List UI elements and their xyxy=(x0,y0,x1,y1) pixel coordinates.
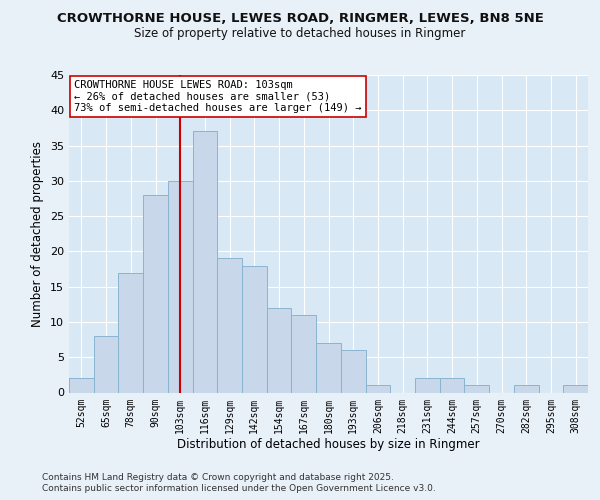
Bar xyxy=(118,272,143,392)
Bar xyxy=(217,258,242,392)
Text: Size of property relative to detached houses in Ringmer: Size of property relative to detached ho… xyxy=(134,28,466,40)
Text: CROWTHORNE HOUSE LEWES ROAD: 103sqm
← 26% of detached houses are smaller (53)
73: CROWTHORNE HOUSE LEWES ROAD: 103sqm ← 26… xyxy=(74,80,362,113)
Y-axis label: Number of detached properties: Number of detached properties xyxy=(31,141,44,327)
Bar xyxy=(514,386,539,392)
Bar xyxy=(316,343,341,392)
Bar xyxy=(292,315,316,392)
Bar xyxy=(69,378,94,392)
Bar xyxy=(563,386,588,392)
Bar xyxy=(415,378,440,392)
Bar xyxy=(168,181,193,392)
Bar xyxy=(94,336,118,392)
Bar xyxy=(143,195,168,392)
Bar xyxy=(464,386,489,392)
Text: Contains public sector information licensed under the Open Government Licence v3: Contains public sector information licen… xyxy=(42,484,436,493)
Bar xyxy=(193,132,217,392)
Bar xyxy=(365,386,390,392)
Text: CROWTHORNE HOUSE, LEWES ROAD, RINGMER, LEWES, BN8 5NE: CROWTHORNE HOUSE, LEWES ROAD, RINGMER, L… xyxy=(56,12,544,26)
X-axis label: Distribution of detached houses by size in Ringmer: Distribution of detached houses by size … xyxy=(177,438,480,451)
Text: Contains HM Land Registry data © Crown copyright and database right 2025.: Contains HM Land Registry data © Crown c… xyxy=(42,472,394,482)
Bar xyxy=(341,350,365,393)
Bar xyxy=(267,308,292,392)
Bar xyxy=(242,266,267,392)
Bar xyxy=(440,378,464,392)
